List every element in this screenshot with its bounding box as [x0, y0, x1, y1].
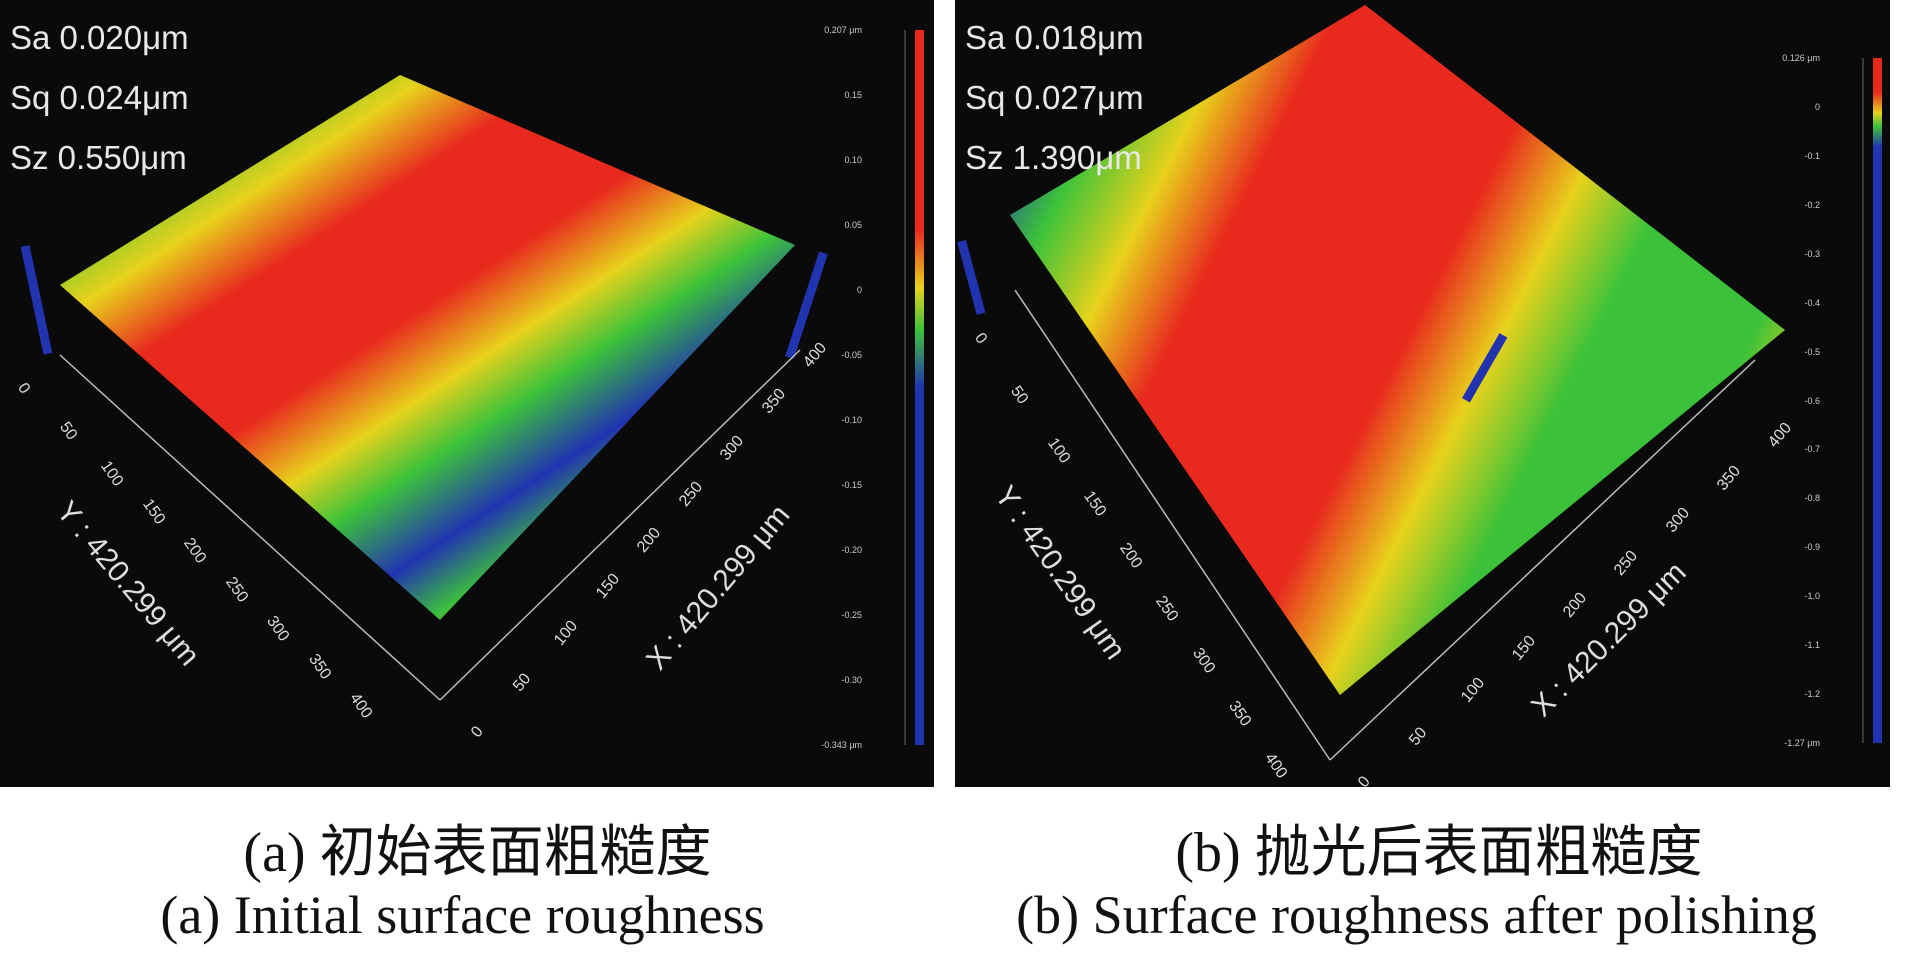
surface-plot-a: Sa 0.020μm Sq 0.024μm Sz 0.550μm 0 50 100 1… — [0, 0, 934, 787]
color-scale-tick: -0.343 μm — [821, 740, 862, 750]
color-scale-tick: -0.7 — [1804, 444, 1820, 455]
color-scale-tick: -0.6 — [1804, 395, 1820, 406]
sq-value: Sq 0.024μm — [10, 79, 189, 116]
color-scale-tick: -1.0 — [1804, 591, 1820, 602]
surface-plot-b: Sa 0.018μm Sq 0.027μm Sz 1.390μm 0 50 100 1… — [955, 0, 1890, 787]
color-scale-tick: -0.4 — [1804, 297, 1820, 308]
color-scale-tick: -1.2 — [1804, 689, 1820, 700]
color-scale-tick: -0.2 — [1804, 199, 1820, 210]
surface-mesh-a — [60, 75, 795, 620]
color-scale-tick: 0 — [1814, 101, 1820, 112]
sq-value: Sq 0.027μm — [965, 79, 1144, 116]
surface-3d-b — [957, 5, 1882, 761]
roughness-stats-a: Sa 0.020μm Sq 0.024μm Sz 0.550μm — [10, 8, 189, 188]
sa-value: Sa 0.018μm — [965, 19, 1144, 56]
color-scale-tick: 0.207 μm — [824, 25, 862, 35]
color-scale-tick: -0.10 — [841, 415, 862, 425]
color-scale-tick: -0.9 — [1804, 542, 1820, 553]
color-scale-tick: 0.126 μm — [1782, 53, 1820, 63]
color-scale-tick: 0 — [856, 285, 862, 295]
color-scale-tick: -0.5 — [1804, 346, 1820, 357]
sz-value: Sz 0.550μm — [10, 139, 187, 176]
color-scale-tick: -0.20 — [841, 545, 862, 555]
caption-cn-a: (a) 初始表面粗糙度 — [243, 822, 712, 884]
color-scale-tick: -0.1 — [1804, 150, 1820, 161]
color-scale-tick: 0.05 — [844, 220, 862, 230]
color-scale-tick: 0.15 — [844, 90, 862, 100]
color-scale-b — [1873, 58, 1882, 743]
color-scale-tick: -1.27 μm — [1784, 738, 1820, 748]
color-scale-tick: -0.3 — [1804, 248, 1820, 259]
caption-en-a: (a) Initial surface roughness — [160, 885, 765, 945]
caption-en-b: (b) Surface roughness after polishing — [1016, 885, 1817, 945]
sa-value: Sa 0.020μm — [10, 19, 189, 56]
caption-cn-b: (b) 抛光后表面粗糙度 — [1175, 822, 1703, 884]
sz-value: Sz 1.390μm — [965, 139, 1142, 176]
color-scale-tick: -0.15 — [841, 480, 862, 490]
color-scale-tick: 0.10 — [844, 155, 862, 165]
color-scale-a — [915, 30, 924, 745]
color-scale-tick: -0.30 — [841, 675, 862, 685]
roughness-stats-b: Sa 0.018μm Sq 0.027μm Sz 1.390μm — [965, 8, 1144, 188]
color-scale-tick: -0.05 — [841, 350, 862, 360]
surface-3d-a — [20, 30, 924, 745]
color-scale-tick: -0.25 — [841, 610, 862, 620]
color-scale-tick: -0.8 — [1804, 493, 1820, 504]
color-scale-tick: -1.1 — [1804, 640, 1820, 651]
surface-mesh-b — [1010, 5, 1785, 695]
